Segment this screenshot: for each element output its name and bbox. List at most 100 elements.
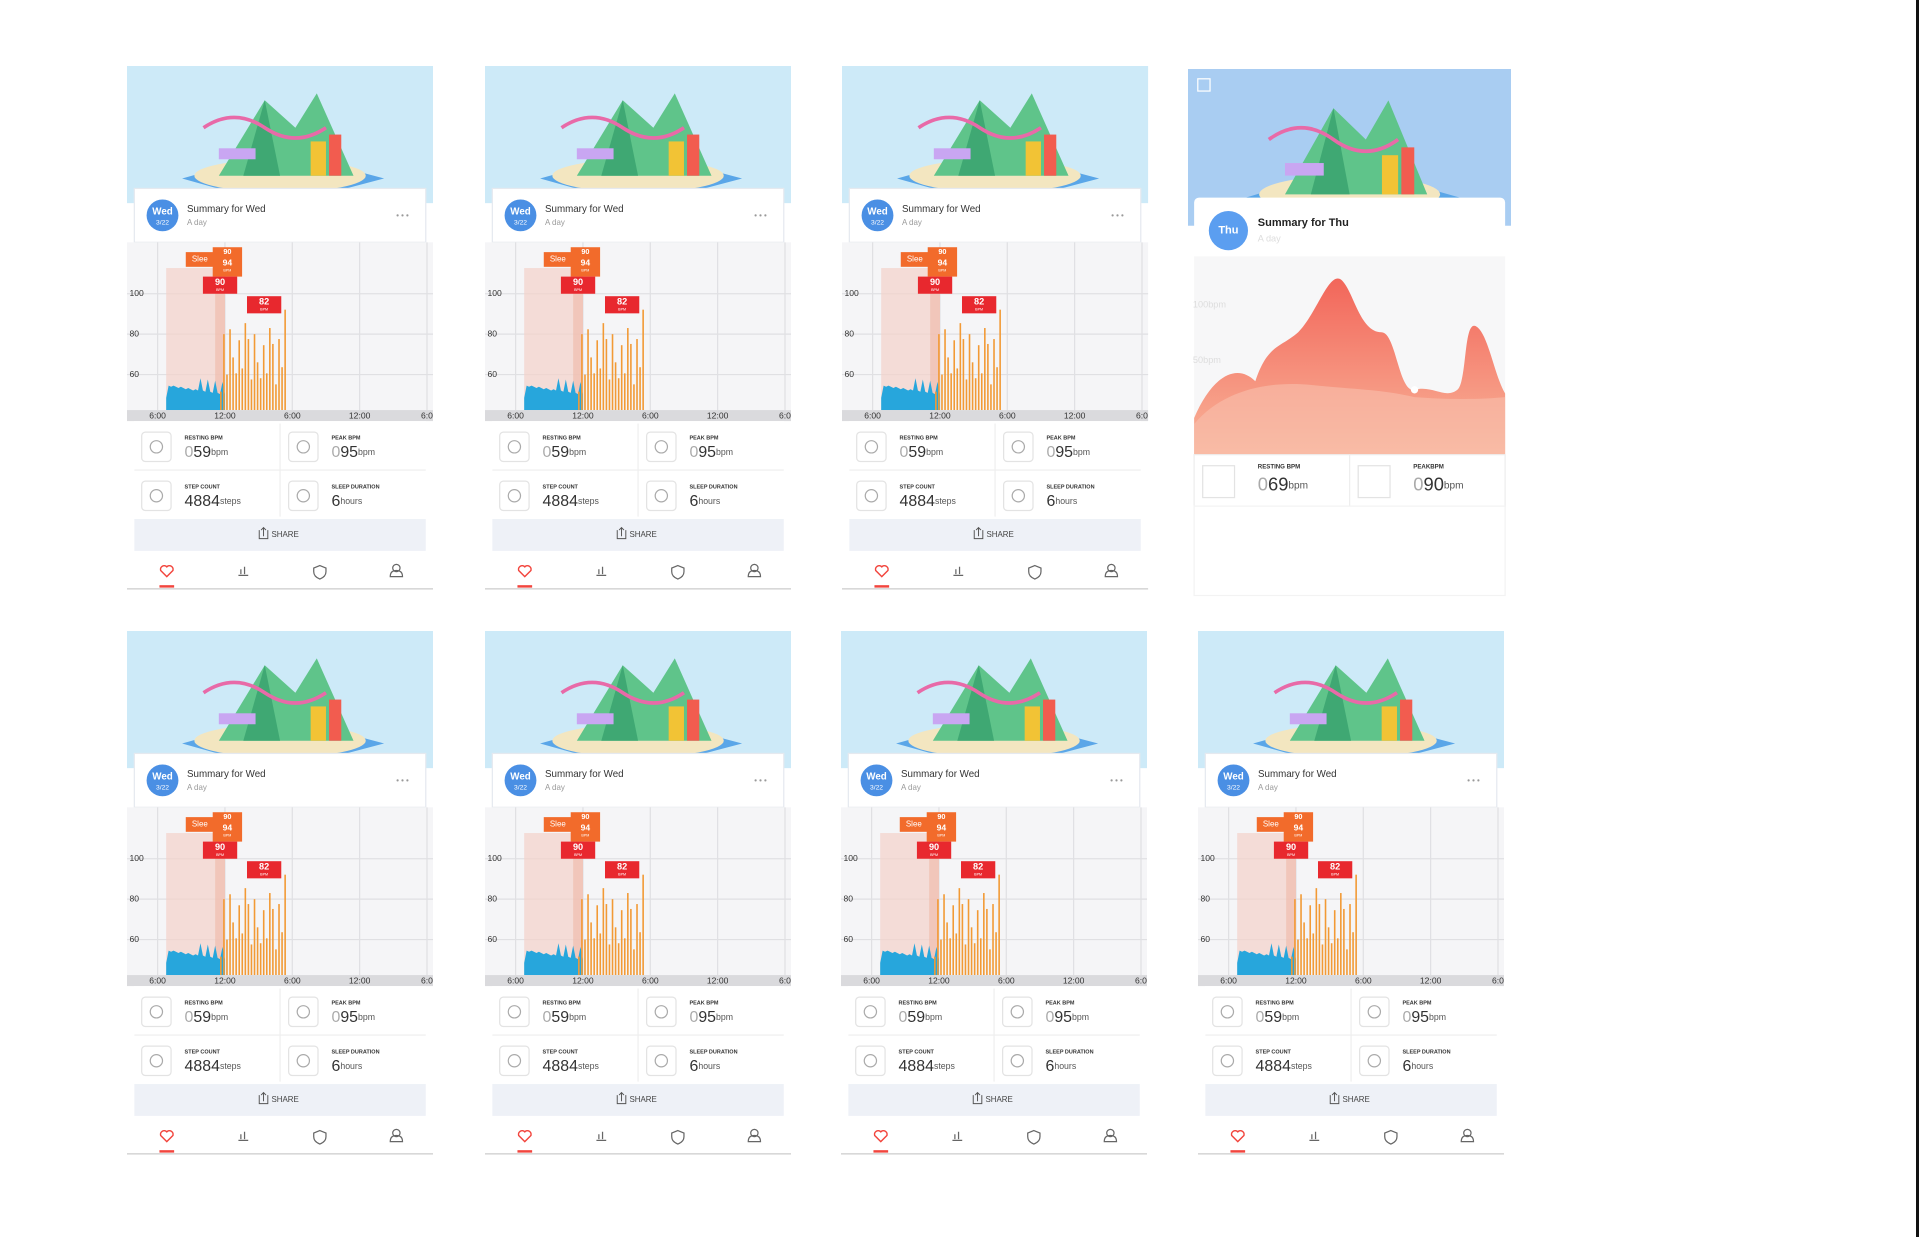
share-label[interactable]: SHARE	[1342, 1095, 1369, 1104]
nav-stats[interactable]	[952, 1131, 963, 1141]
nav-heart[interactable]	[517, 565, 532, 578]
nav-heart[interactable]	[160, 565, 175, 578]
nav-profile[interactable]	[1103, 1128, 1118, 1142]
stat-number: 59	[908, 1009, 926, 1026]
nav-stats[interactable]	[596, 1131, 607, 1141]
more-dot[interactable]	[396, 214, 400, 217]
header-card	[491, 187, 785, 244]
more-dot[interactable]	[1467, 778, 1470, 782]
stat-number: 59	[551, 444, 569, 461]
orange-bar	[1318, 903, 1320, 975]
nav-stats[interactable]	[238, 1131, 249, 1141]
more-dot[interactable]	[1116, 214, 1120, 217]
more-dot[interactable]	[1121, 214, 1124, 217]
orange-bar	[266, 937, 268, 975]
nav-stats[interactable]	[596, 566, 607, 577]
more-dot[interactable]	[759, 214, 762, 217]
nav-heart[interactable]	[517, 1129, 532, 1143]
orange-bar	[235, 937, 238, 975]
nav-heart[interactable]	[1230, 1129, 1245, 1143]
block	[1289, 712, 1327, 724]
nav-shield[interactable]	[313, 1129, 327, 1145]
orange-bar	[251, 944, 253, 975]
marker-unit: BPM	[932, 288, 940, 292]
share-bar[interactable]	[849, 519, 1142, 551]
share-label[interactable]: SHARE	[272, 1095, 299, 1104]
more-dot[interactable]	[754, 778, 757, 782]
marker-bg	[962, 296, 997, 314]
nav-profile[interactable]	[747, 563, 762, 578]
more-dot[interactable]	[396, 778, 400, 782]
share-label[interactable]: SHARE	[629, 1095, 656, 1104]
nav-shield[interactable]	[1028, 565, 1043, 580]
stat-lead: 0	[1046, 1009, 1055, 1026]
more-dot[interactable]	[1110, 778, 1113, 782]
more-dot[interactable]	[1120, 778, 1123, 782]
orange-bar	[1312, 933, 1314, 975]
share-bar[interactable]	[1204, 1083, 1497, 1116]
orange-bar	[1308, 904, 1311, 975]
x-axis-band	[841, 974, 1148, 986]
share-label[interactable]: SHARE	[272, 530, 299, 539]
nav-heart[interactable]	[160, 1129, 175, 1143]
share-label[interactable]: SHARE	[987, 530, 1014, 539]
more-dot[interactable]	[406, 214, 409, 217]
more-dot[interactable]	[1111, 214, 1115, 217]
nav-shield[interactable]	[1383, 1129, 1398, 1145]
more-dot[interactable]	[764, 778, 767, 782]
share-bar[interactable]	[134, 1083, 427, 1116]
nav-stats[interactable]	[953, 566, 964, 577]
nav-shield[interactable]	[671, 565, 685, 580]
nav-profile[interactable]	[389, 1128, 404, 1142]
orange-bar	[980, 937, 982, 975]
marker-bg	[560, 841, 596, 859]
stat-icon	[288, 480, 319, 512]
share-bar[interactable]	[848, 1083, 1140, 1116]
nav-stats[interactable]	[238, 566, 249, 577]
orange-bar	[969, 334, 971, 411]
more-dot[interactable]	[1115, 778, 1118, 782]
orange-bar	[977, 909, 979, 975]
more-dot[interactable]	[764, 214, 767, 217]
nav-profile[interactable]	[747, 1128, 762, 1142]
more-dot[interactable]	[1471, 778, 1475, 782]
more-dot[interactable]	[401, 214, 404, 217]
share-icon	[259, 1091, 269, 1104]
sleep-tag-bg	[543, 252, 576, 267]
more-dot[interactable]	[759, 778, 762, 782]
x-label: 6:00	[998, 975, 1015, 985]
more-dot[interactable]	[754, 214, 757, 217]
share-icon	[1329, 1091, 1339, 1104]
stat-number: 4884	[899, 1058, 935, 1075]
share-bar[interactable]	[134, 519, 427, 551]
nav-shield[interactable]	[313, 565, 327, 580]
nav-heart[interactable]	[875, 565, 890, 578]
stat-lead: 0	[689, 1009, 698, 1026]
stat-number: 6	[1047, 493, 1056, 510]
share-bar[interactable]	[492, 1083, 784, 1116]
sleep-tag: Slee	[907, 255, 923, 264]
share-label[interactable]: SHARE	[629, 530, 656, 539]
share-label[interactable]: SHARE	[986, 1095, 1013, 1104]
share-bar[interactable]	[492, 519, 784, 551]
nav-shield[interactable]	[671, 1129, 685, 1145]
stat-icon	[1211, 1045, 1243, 1076]
stat-icon	[645, 480, 677, 512]
more-dot[interactable]	[1476, 778, 1480, 782]
nav-profile[interactable]	[1105, 563, 1119, 578]
orange-bar	[220, 391, 222, 411]
block	[1401, 146, 1415, 194]
stat-lead: 0	[1258, 473, 1268, 494]
nav-profile[interactable]	[1460, 1128, 1474, 1142]
more-dot[interactable]	[406, 778, 409, 782]
nav-heart[interactable]	[874, 1129, 889, 1143]
x-axis-band	[1197, 974, 1504, 986]
marker-value: 82	[259, 297, 269, 307]
more-dot[interactable]	[401, 778, 404, 782]
orange-bar	[626, 328, 629, 411]
stat-label: PEAK BPM	[332, 436, 361, 442]
nav-shield[interactable]	[1027, 1129, 1041, 1145]
nav-profile[interactable]	[389, 563, 404, 578]
nav-stats[interactable]	[1308, 1131, 1319, 1141]
